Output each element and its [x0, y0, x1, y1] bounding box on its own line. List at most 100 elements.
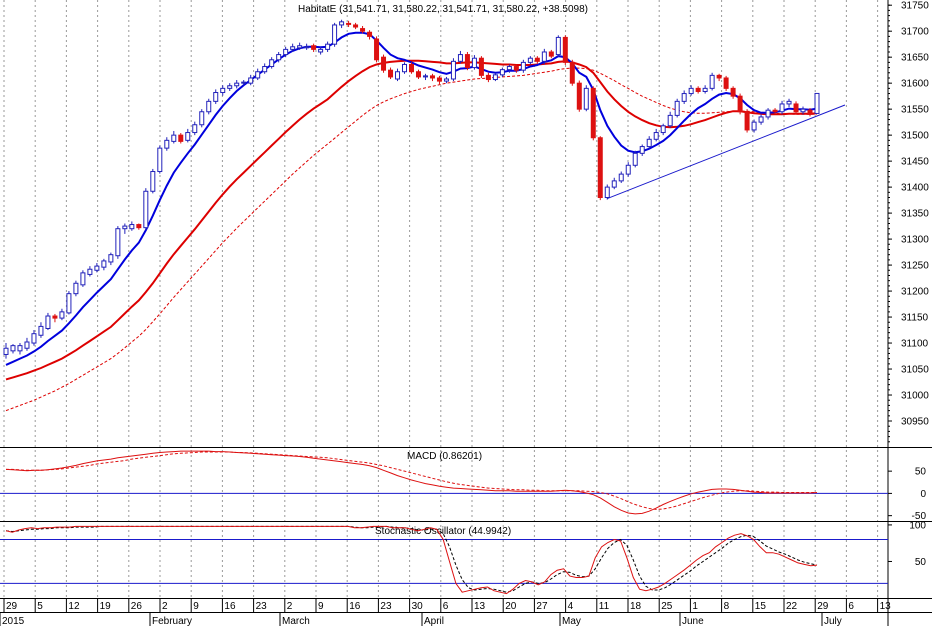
candle	[332, 22, 338, 47]
candle-body	[779, 103, 785, 113]
candle-body	[227, 85, 233, 89]
price-y-tick-label: 31100	[901, 339, 929, 350]
candle-body	[255, 71, 261, 79]
candle	[318, 46, 324, 55]
candle	[576, 80, 582, 112]
candle	[269, 57, 275, 69]
candle-body	[443, 78, 449, 82]
candle	[129, 221, 135, 231]
candle	[737, 93, 743, 115]
candle	[192, 121, 198, 136]
candle-body	[38, 325, 44, 336]
candle-body	[429, 75, 435, 79]
candle-body	[108, 254, 114, 263]
candle	[304, 43, 310, 50]
candle	[422, 73, 428, 81]
candle-body	[625, 164, 631, 175]
candle	[527, 56, 533, 65]
candle-body	[367, 31, 373, 37]
candle-body	[339, 21, 345, 26]
x-tick-label: 13	[880, 601, 892, 612]
candle-body	[24, 341, 30, 349]
x-tick-label: 18	[630, 601, 642, 612]
candle	[276, 51, 282, 63]
candle	[374, 36, 380, 63]
candle-body	[318, 48, 324, 53]
month-label: June	[682, 616, 704, 626]
candle-body	[3, 347, 9, 355]
candle	[534, 56, 540, 64]
candle	[702, 85, 708, 94]
candle	[548, 49, 554, 59]
candle-body	[541, 51, 547, 62]
candle	[653, 128, 659, 142]
candle-body	[716, 74, 722, 79]
candle	[346, 20, 352, 28]
price-y-tick-label: 31200	[901, 287, 929, 298]
price-y-tick-label: 31250	[901, 261, 929, 272]
candle-body	[639, 146, 645, 154]
candle	[283, 46, 289, 58]
candle-body	[213, 92, 219, 102]
x-tick-label: 13	[474, 601, 486, 612]
candle-body	[464, 54, 470, 69]
candle	[164, 137, 170, 151]
candle-body	[290, 46, 296, 50]
candle	[793, 101, 799, 115]
candle-body	[241, 81, 247, 84]
candle	[744, 109, 750, 133]
x-tick-label: 12	[68, 601, 80, 612]
candle-body	[66, 293, 72, 314]
price-y-tick-label: 31650	[901, 53, 929, 64]
x-tick-label: 16	[349, 601, 361, 612]
candle	[688, 85, 694, 96]
candle-body	[157, 147, 163, 173]
candle	[618, 171, 624, 183]
candle-body	[765, 109, 771, 118]
candle-body	[772, 109, 778, 113]
x-tick-label: 6	[848, 601, 854, 612]
candle	[59, 308, 65, 321]
candle	[178, 133, 184, 144]
candle	[646, 136, 652, 149]
price-y-tick-label: 31750	[901, 1, 929, 12]
candle	[409, 62, 414, 74]
candle-body	[87, 268, 93, 275]
candle	[10, 344, 16, 354]
candle-body	[604, 186, 610, 199]
candle	[255, 68, 261, 81]
candle-body	[129, 224, 135, 230]
candle-body	[737, 95, 743, 113]
price-y-tick-label: 31150	[901, 313, 929, 324]
candle	[185, 128, 191, 143]
candle	[143, 188, 149, 230]
candle-body	[751, 121, 757, 131]
candle	[339, 19, 345, 29]
candle-body	[478, 57, 484, 76]
candle	[730, 86, 736, 99]
candle	[695, 86, 701, 94]
candle	[499, 67, 505, 77]
candle-body	[304, 46, 310, 49]
candle-body	[709, 74, 715, 89]
candle-body	[436, 77, 442, 82]
candle	[779, 100, 785, 115]
candle-body	[569, 61, 575, 84]
x-tick-label: 8	[724, 601, 730, 612]
candle-body	[506, 66, 512, 71]
candle	[723, 75, 729, 91]
x-tick-label: 6	[443, 601, 449, 612]
candle	[31, 330, 37, 346]
candle	[206, 98, 212, 115]
candle	[101, 258, 107, 271]
candle	[199, 109, 205, 128]
candle-body	[695, 87, 701, 92]
candle-body	[674, 100, 680, 116]
candle	[227, 83, 233, 91]
candle	[555, 35, 561, 58]
candle-body	[583, 87, 589, 110]
month-label: 2015	[2, 616, 25, 626]
candle-body	[115, 228, 121, 257]
candle	[464, 51, 470, 71]
